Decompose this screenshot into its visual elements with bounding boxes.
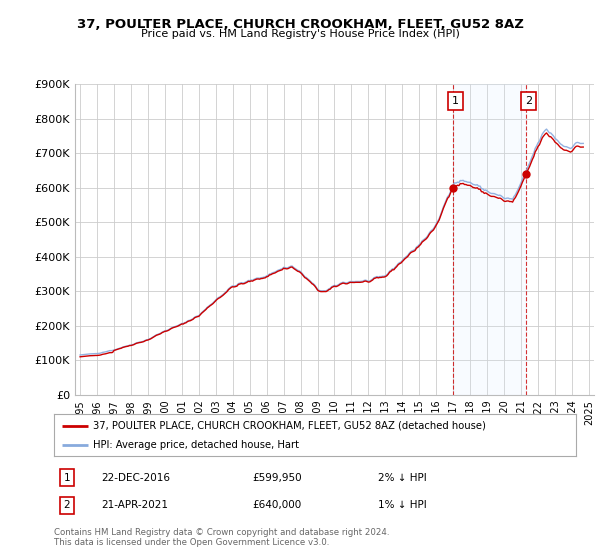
Bar <box>453 84 526 395</box>
Text: 2: 2 <box>526 96 532 106</box>
Text: Price paid vs. HM Land Registry's House Price Index (HPI): Price paid vs. HM Land Registry's House … <box>140 29 460 39</box>
Text: HPI: Average price, detached house, Hart: HPI: Average price, detached house, Hart <box>93 440 299 450</box>
Text: 1: 1 <box>452 96 459 106</box>
Text: £599,950: £599,950 <box>253 473 302 483</box>
Text: 37, POULTER PLACE, CHURCH CROOKHAM, FLEET, GU52 8AZ (detached house): 37, POULTER PLACE, CHURCH CROOKHAM, FLEE… <box>93 421 486 431</box>
Text: Contains HM Land Registry data © Crown copyright and database right 2024.
This d: Contains HM Land Registry data © Crown c… <box>54 528 389 547</box>
Text: 37, POULTER PLACE, CHURCH CROOKHAM, FLEET, GU52 8AZ: 37, POULTER PLACE, CHURCH CROOKHAM, FLEE… <box>77 18 523 31</box>
Text: 2% ↓ HPI: 2% ↓ HPI <box>377 473 427 483</box>
Text: 2: 2 <box>64 501 70 510</box>
Text: 21-APR-2021: 21-APR-2021 <box>101 501 168 510</box>
Text: 1: 1 <box>64 473 70 483</box>
Text: £640,000: £640,000 <box>253 501 302 510</box>
Text: 1% ↓ HPI: 1% ↓ HPI <box>377 501 427 510</box>
Text: 22-DEC-2016: 22-DEC-2016 <box>101 473 170 483</box>
